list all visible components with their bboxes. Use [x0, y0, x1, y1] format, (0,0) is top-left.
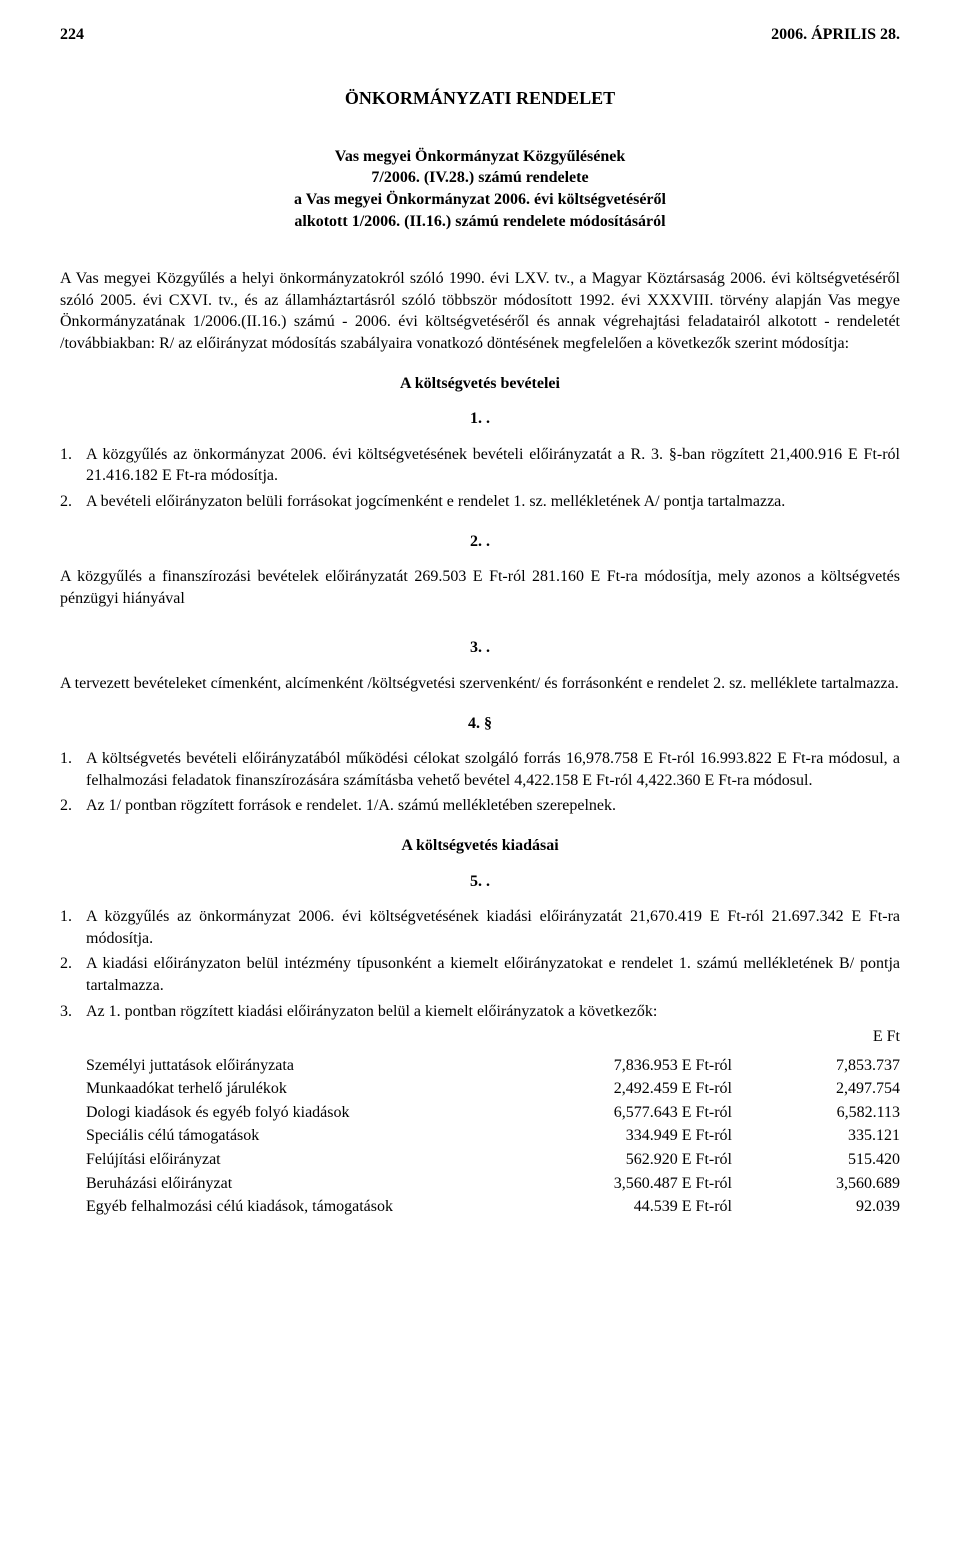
list-item: 2. A bevételi előirányzaton belüli forrá…	[60, 491, 900, 513]
paragraph: A tervezett bevételeket címenként, alcím…	[60, 673, 900, 695]
allocation-to: 3,560.689	[732, 1172, 900, 1196]
document-subtitle: Vas megyei Önkormányzat Közgyűlésének 7/…	[60, 146, 900, 232]
list-number: 2.	[60, 795, 86, 817]
allocation-to: 2,497.754	[732, 1077, 900, 1101]
allocation-label: Felújítási előirányzat	[60, 1148, 497, 1172]
allocation-label: Egyéb felhalmozási célú kiadások, támoga…	[60, 1195, 497, 1219]
allocation-to: 335.121	[732, 1124, 900, 1148]
list-number: 1.	[60, 906, 86, 949]
list-item: 1. A költségvetés bevételi előirányzatáb…	[60, 748, 900, 791]
section-number: 2. .	[60, 531, 900, 553]
allocation-to: 6,582.113	[732, 1101, 900, 1125]
table-row: Felújítási előirányzat562.920 E Ft-ról51…	[60, 1148, 900, 1172]
allocation-to: 7,853.737	[732, 1054, 900, 1078]
section-number: 1. .	[60, 408, 900, 430]
list-item: 2. A kiadási előirányzaton belül intézmé…	[60, 953, 900, 996]
table-row: Beruházási előirányzat3,560.487 E Ft-ról…	[60, 1172, 900, 1196]
allocation-from: 44.539 E Ft-ról	[497, 1195, 732, 1219]
list-item: 2. Az 1/ pontban rögzített források e re…	[60, 795, 900, 817]
subtitle-line: 7/2006. (IV.28.) számú rendelete	[60, 167, 900, 189]
list-text: Az 1. pontban rögzített kiadási előirány…	[86, 1001, 900, 1023]
allocation-label: Munkaadókat terhelő járulékok	[60, 1077, 497, 1101]
list-number: 3.	[60, 1001, 86, 1023]
list-number: 2.	[60, 491, 86, 513]
list-text: A bevételi előirányzaton belüli források…	[86, 491, 900, 513]
list-text: A kiadási előirányzaton belül intézmény …	[86, 953, 900, 996]
list-text: A közgyűlés az önkormányzat 2006. évi kö…	[86, 906, 900, 949]
revenues-heading: A költségvetés bevételei	[60, 373, 900, 395]
allocation-to: 515.420	[732, 1148, 900, 1172]
page-date: 2006. ÁPRILIS 28.	[771, 24, 900, 46]
page-number: 224	[60, 24, 84, 46]
allocation-from: 7,836.953 E Ft-ról	[497, 1054, 732, 1078]
page-header: 224 2006. ÁPRILIS 28.	[60, 24, 900, 46]
allocations-table: Személyi juttatások előirányzata7,836.95…	[60, 1054, 900, 1219]
list-text: Az 1/ pontban rögzített források e rende…	[86, 795, 900, 817]
allocation-from: 2,492.459 E Ft-ról	[497, 1077, 732, 1101]
list-text: A költségvetés bevételi előirányzatából …	[86, 748, 900, 791]
subtitle-line: Vas megyei Önkormányzat Közgyűlésének	[60, 146, 900, 168]
table-row: Dologi kiadások és egyéb folyó kiadások6…	[60, 1101, 900, 1125]
paragraph: A közgyűlés a finanszírozási bevételek e…	[60, 566, 900, 609]
allocation-label: Speciális célú támogatások	[60, 1124, 497, 1148]
allocation-from: 6,577.643 E Ft-ról	[497, 1101, 732, 1125]
table-row: Munkaadókat terhelő járulékok2,492.459 E…	[60, 1077, 900, 1101]
section-number: 5. .	[60, 871, 900, 893]
allocation-from: 3,560.487 E Ft-ról	[497, 1172, 732, 1196]
section-number: 4. §	[60, 713, 900, 735]
document-title: ÖNKORMÁNYZATI RENDELET	[60, 86, 900, 110]
list-item: 1. A közgyűlés az önkormányzat 2006. évi…	[60, 906, 900, 949]
subtitle-line: alkotott 1/2006. (II.16.) számú rendelet…	[60, 211, 900, 233]
allocation-from: 562.920 E Ft-ról	[497, 1148, 732, 1172]
allocation-label: Személyi juttatások előirányzata	[60, 1054, 497, 1078]
list-number: 2.	[60, 953, 86, 996]
allocation-from: 334.949 E Ft-ról	[497, 1124, 732, 1148]
list-item: 1. A közgyűlés az önkormányzat 2006. évi…	[60, 444, 900, 487]
allocation-label: Dologi kiadások és egyéb folyó kiadások	[60, 1101, 497, 1125]
list-number: 1.	[60, 444, 86, 487]
expenditures-heading: A költségvetés kiadásai	[60, 835, 900, 857]
table-row: Egyéb felhalmozási célú kiadások, támoga…	[60, 1195, 900, 1219]
list-number: 1.	[60, 748, 86, 791]
unit-header: E Ft	[60, 1026, 900, 1048]
list-item: 3. Az 1. pontban rögzített kiadási előir…	[60, 1001, 900, 1023]
table-row: Speciális célú támogatások334.949 E Ft-r…	[60, 1124, 900, 1148]
allocation-label: Beruházási előirányzat	[60, 1172, 497, 1196]
list-text: A közgyűlés az önkormányzat 2006. évi kö…	[86, 444, 900, 487]
table-row: Személyi juttatások előirányzata7,836.95…	[60, 1054, 900, 1078]
intro-paragraph: A Vas megyei Közgyűlés a helyi önkormány…	[60, 268, 900, 354]
section-number: 3. .	[60, 637, 900, 659]
allocation-to: 92.039	[732, 1195, 900, 1219]
subtitle-line: a Vas megyei Önkormányzat 2006. évi költ…	[60, 189, 900, 211]
